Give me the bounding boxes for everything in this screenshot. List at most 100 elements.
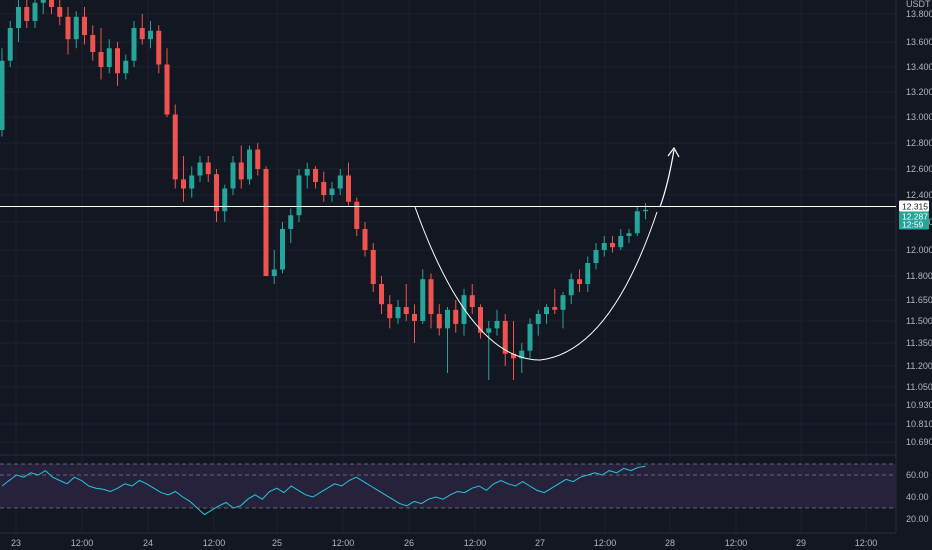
time-tick-label: 12:00 <box>203 538 226 548</box>
candle-body <box>205 162 211 175</box>
grid <box>0 0 897 534</box>
candle <box>197 156 203 182</box>
candle-body <box>346 175 351 202</box>
candle-body <box>494 321 500 329</box>
candle <box>139 14 145 45</box>
candle-body <box>469 295 475 307</box>
candle <box>436 304 442 336</box>
time-tick-label: 12:00 <box>332 538 355 548</box>
candle-body <box>24 7 30 21</box>
price-tick-label: 13.000 <box>906 112 932 122</box>
time-axis[interactable]: 23 12:00 24 12:00 25 12:00 26 12:00 27 12:00 28 12:… <box>11 538 877 548</box>
time-tick-label: 27 <box>535 538 545 548</box>
candle-body <box>271 269 277 276</box>
candle <box>544 304 549 324</box>
candle-body <box>139 28 145 40</box>
candle-body <box>387 304 393 319</box>
candle <box>7 21 13 67</box>
candle <box>123 54 129 80</box>
candle <box>172 104 178 189</box>
price-tick-label: 13.400 <box>906 62 932 72</box>
candle-body <box>197 162 203 176</box>
time-tick-label: 12:00 <box>855 538 878 548</box>
candle <box>49 0 54 14</box>
drawings[interactable] <box>0 146 896 361</box>
candle-body <box>502 321 508 354</box>
candle-body <box>643 209 648 212</box>
candle <box>453 300 459 333</box>
candle-body <box>511 353 516 359</box>
price-tick-label: 12.600 <box>906 164 932 174</box>
currency-label: USDT <box>906 0 931 9</box>
candle-body <box>370 250 376 284</box>
candle <box>321 171 327 202</box>
candle <box>362 222 368 257</box>
candle <box>57 0 63 26</box>
candle <box>32 0 38 28</box>
candle <box>469 284 475 314</box>
candle <box>329 182 335 202</box>
candle <box>626 229 632 243</box>
up-arrow-head <box>667 146 680 158</box>
time-tick-label: 25 <box>272 538 282 548</box>
oscillator-line <box>1 465 646 516</box>
candle-body <box>304 169 310 176</box>
candle-body <box>486 328 492 333</box>
candle <box>346 162 351 206</box>
candle-body <box>172 114 178 180</box>
candle-body <box>49 0 54 8</box>
candle-body <box>337 175 343 189</box>
time-tick-label: 12:00 <box>725 538 748 548</box>
candle-body <box>189 175 195 189</box>
candle <box>420 269 426 324</box>
candle-body <box>123 60 129 74</box>
candle-body <box>420 279 426 321</box>
candle <box>156 25 162 74</box>
time-tick-label: 12:00 <box>71 538 94 548</box>
candle <box>90 25 96 61</box>
candle <box>222 184 228 222</box>
candle <box>519 343 525 373</box>
candle <box>593 243 599 270</box>
candle <box>131 21 137 67</box>
candle-body <box>321 182 327 195</box>
price-tick-label: 10.810 <box>906 419 932 429</box>
candle <box>395 300 401 324</box>
rounding-bottom-curve <box>414 206 658 361</box>
countdown-tag-label: 12:59 <box>902 219 924 229</box>
price-tick-label: 11.050 <box>906 382 932 392</box>
price-tick-label: 11.350 <box>906 338 932 348</box>
candle-body <box>247 149 252 180</box>
last-price-tag: 12.315 <box>899 200 929 212</box>
candle-body <box>395 307 401 319</box>
candle-body <box>577 279 582 284</box>
price-tick-label: 13.800 <box>906 9 932 19</box>
oscillator-line-path <box>1 465 646 516</box>
candle <box>247 145 252 185</box>
candle <box>98 28 104 80</box>
candle <box>296 169 302 222</box>
candle-body <box>0 60 5 130</box>
candle-body <box>568 279 574 296</box>
candle-body <box>560 295 566 310</box>
candle <box>181 156 186 202</box>
candle-body <box>288 215 294 229</box>
candle <box>313 166 318 189</box>
candle <box>370 243 376 292</box>
price-tick-label: 11.800 <box>906 271 932 281</box>
candle <box>445 307 450 373</box>
oscillator-tick-label: 60.00 <box>906 470 929 480</box>
candle <box>379 276 384 314</box>
candle <box>568 273 574 305</box>
oscillator-band <box>0 463 896 509</box>
candle-body <box>73 16 79 40</box>
price-axis[interactable]: 13.800 13.600 13.400 13.200 13.000 12.800 12.6… <box>906 9 932 447</box>
candle-body <box>238 162 244 180</box>
price-tick-label: 12.000 <box>906 245 932 255</box>
candle-body <box>90 35 96 52</box>
candle <box>354 197 360 236</box>
price-tick-label: 13.200 <box>906 87 932 97</box>
candle <box>65 7 71 55</box>
candle <box>601 236 607 257</box>
